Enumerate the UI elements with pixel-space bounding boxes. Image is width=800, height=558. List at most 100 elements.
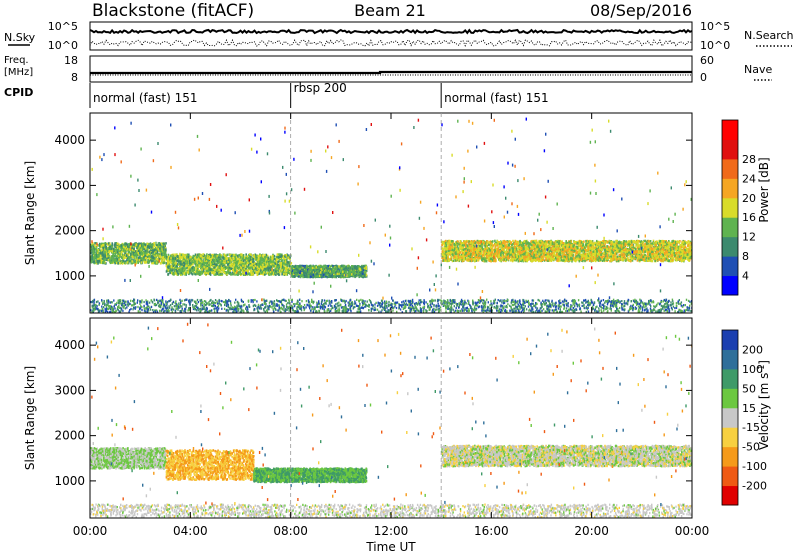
range-cell [132,260,134,262]
range-cell [141,261,143,263]
range-cell [121,256,123,258]
range-cell [127,246,129,248]
range-cell [256,254,258,256]
range-cell [190,256,192,258]
range-cell [123,249,125,251]
range-cell [239,254,241,256]
range-cell [109,256,111,258]
range-cell [366,268,368,270]
range-cell [145,244,147,246]
range-cell [209,268,211,270]
range-cell [167,273,169,275]
range-cell [179,272,181,274]
range-cell [251,264,253,266]
range-cell [245,266,247,268]
range-cell [305,269,307,271]
range-cell [108,250,110,252]
range-cell [332,270,334,272]
range-cell [166,270,168,272]
range-cell [262,268,264,270]
range-cell [233,254,235,256]
range-cell [266,258,268,260]
range-cell [103,256,105,258]
range-cell [216,255,218,257]
range-cell [159,255,161,257]
range-cell [111,257,113,259]
range-cell [183,267,185,269]
range-cell [119,262,121,264]
range-cell [314,270,316,272]
range-cell [352,268,354,270]
range-cell [156,246,158,248]
range-cell [161,253,163,255]
range-cell [359,268,361,270]
range-cell [297,274,299,276]
range-cell [353,270,355,272]
range-cell [356,271,358,273]
range-cell [234,256,236,258]
range-cell [147,259,149,261]
range-cell [91,248,93,250]
range-cell [91,258,93,260]
range-cell [275,263,277,265]
range-cell [224,272,226,274]
range-cell [199,262,201,264]
range-cell [253,258,255,260]
range-cell [231,273,233,275]
range-cell [152,244,154,246]
range-cell [94,258,96,260]
range-cell [351,273,353,275]
range-cell [318,266,320,268]
range-cell [163,256,165,258]
range-cell [264,264,266,266]
range-cell [135,255,137,257]
range-cell [109,261,111,263]
range-cell [250,271,252,273]
range-cell [322,268,324,270]
range-cell [344,268,346,270]
range-cell [179,270,181,272]
range-cell [277,254,279,256]
range-cell [91,246,93,248]
range-cell [348,275,350,277]
range-cell [308,275,310,277]
range-cell [219,254,221,256]
range-cell [279,256,281,258]
range-cell [188,268,190,270]
range-cell [291,274,293,276]
range-cell [113,248,115,250]
range-cell [178,273,180,275]
cpid-label: CPID [4,86,33,99]
range-cell [258,255,260,257]
freq-label: Freq. [4,55,29,66]
range-cell [93,250,95,252]
range-cell [300,276,302,278]
range-cell [316,266,318,268]
range-cell [157,258,159,260]
range-cell [169,267,171,269]
range-cell [320,265,322,267]
range-cell [121,251,123,253]
range-cell [338,265,340,267]
range-cell [306,276,308,278]
nave-tick-bottom: 0 [700,71,707,84]
range-cell [201,268,203,270]
range-cell [317,275,319,277]
range-cell [245,257,247,259]
nave-label: Nave [744,63,772,76]
range-cell [99,243,101,245]
range-cell [317,272,319,274]
range-cell [323,274,325,276]
range-cell [198,254,200,256]
range-cell [242,265,244,267]
range-cell [294,276,296,278]
range-cell [218,269,220,271]
range-cell [328,272,330,274]
range-cell [230,268,232,270]
range-cell [125,245,127,247]
range-cell [98,254,100,256]
range-cell [243,260,245,262]
range-cell [146,261,148,263]
range-cell [275,274,277,276]
